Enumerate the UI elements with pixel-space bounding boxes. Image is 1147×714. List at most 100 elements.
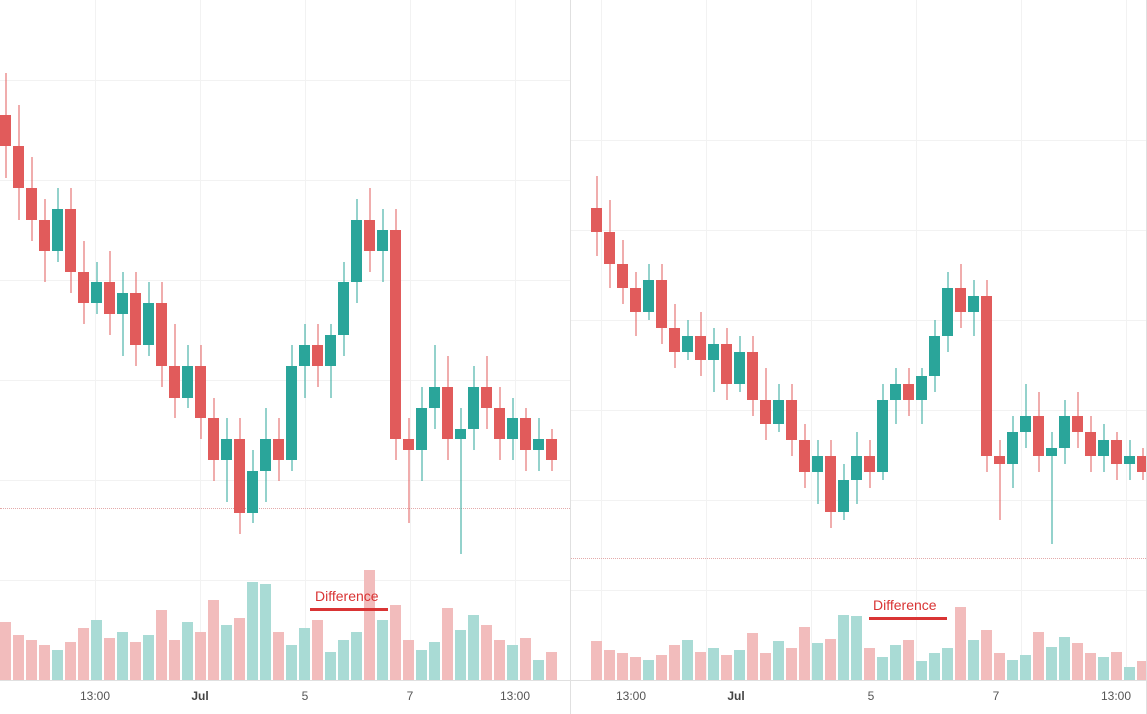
grid-line-vertical xyxy=(410,0,411,680)
candlestick xyxy=(169,324,180,418)
volume-bar xyxy=(546,652,557,680)
candlestick xyxy=(234,418,245,533)
grid-line-horizontal xyxy=(571,590,1146,591)
plot-area-left[interactable]: Difference xyxy=(0,0,570,680)
candlestick xyxy=(416,387,427,481)
grid-line-vertical xyxy=(706,0,707,680)
volume-bar xyxy=(942,648,953,680)
candlestick xyxy=(117,272,128,356)
volume-bar xyxy=(617,653,628,680)
volume-bar xyxy=(13,635,24,680)
volume-bar xyxy=(117,632,128,680)
volume-bar xyxy=(825,639,836,680)
candlestick xyxy=(591,176,602,256)
volume-bar xyxy=(786,648,797,680)
candlestick xyxy=(981,280,992,472)
candlestick xyxy=(747,336,758,416)
volume-bar xyxy=(916,661,927,680)
grid-line-vertical xyxy=(1126,0,1127,680)
volume-bar xyxy=(169,640,180,680)
volume-bar xyxy=(955,607,966,680)
volume-bar xyxy=(929,653,940,680)
x-axis-left: 13:00Jul5713:00 xyxy=(0,680,570,714)
candlestick xyxy=(838,464,849,520)
candlestick xyxy=(13,105,24,220)
x-axis-label: 7 xyxy=(407,689,414,703)
volume-bar xyxy=(26,640,37,680)
candlestick xyxy=(351,199,362,304)
volume-bar xyxy=(130,642,141,680)
candlestick xyxy=(286,345,297,471)
candlestick xyxy=(104,251,115,335)
volume-bar xyxy=(338,640,349,680)
volume-bar xyxy=(760,653,771,680)
chart-panel-left[interactable]: Difference 13:00Jul5713:00 xyxy=(0,0,571,714)
candlestick xyxy=(1124,440,1135,480)
grid-line-horizontal xyxy=(0,180,570,181)
candlestick xyxy=(1072,392,1083,448)
candlestick xyxy=(468,366,479,450)
candlestick xyxy=(52,188,63,261)
volume-bar xyxy=(403,640,414,680)
price-reference-line xyxy=(0,508,570,509)
volume-bar xyxy=(851,616,862,680)
candlestick xyxy=(929,320,940,392)
candlestick xyxy=(812,440,823,504)
grid-line-horizontal xyxy=(0,480,570,481)
price-reference-line xyxy=(571,558,1146,559)
candlestick xyxy=(247,450,258,523)
candlestick xyxy=(760,368,771,440)
volume-bar xyxy=(1033,632,1044,680)
candlestick xyxy=(364,188,375,272)
candlestick xyxy=(143,282,154,355)
candlestick xyxy=(299,324,310,397)
candlestick xyxy=(968,280,979,336)
candlestick xyxy=(877,384,888,480)
candlestick xyxy=(825,440,836,528)
candlestick xyxy=(669,304,680,368)
candlestick xyxy=(78,241,89,325)
candlestick xyxy=(1033,392,1044,472)
candlestick xyxy=(65,188,76,293)
volume-bar xyxy=(455,630,466,680)
candlestick xyxy=(786,384,797,456)
x-axis-label: Jul xyxy=(191,689,208,703)
volume-bar xyxy=(604,650,615,680)
volume-bar xyxy=(643,660,654,680)
volume-bar xyxy=(812,643,823,680)
plot-area-right[interactable]: Difference xyxy=(571,0,1146,680)
volume-bar xyxy=(838,615,849,680)
volume-bar xyxy=(208,600,219,680)
volume-bar xyxy=(630,657,641,680)
x-axis-label: 13:00 xyxy=(80,689,110,703)
candlestick xyxy=(273,418,284,481)
candlestick xyxy=(260,408,271,502)
grid-line-horizontal xyxy=(571,140,1146,141)
candlestick xyxy=(1020,384,1031,448)
volume-bar xyxy=(468,615,479,680)
volume-bar xyxy=(591,641,602,680)
volume-bar xyxy=(247,582,258,680)
volume-bar xyxy=(156,610,167,680)
volume-bar xyxy=(273,632,284,680)
volume-bar xyxy=(377,620,388,680)
candlestick xyxy=(851,432,862,504)
volume-bar xyxy=(903,640,914,680)
volume-bar xyxy=(182,622,193,680)
candlestick xyxy=(182,345,193,408)
volume-bar xyxy=(695,652,706,680)
candlestick xyxy=(604,200,615,288)
candlestick xyxy=(429,345,440,429)
x-axis-label: 7 xyxy=(993,689,1000,703)
volume-bar xyxy=(890,645,901,680)
candlestick xyxy=(890,368,901,424)
volume-bar xyxy=(195,632,206,680)
candlestick xyxy=(507,398,518,461)
volume-bar xyxy=(747,633,758,680)
chart-panel-right[interactable]: Difference 13:00Jul5713:00 xyxy=(571,0,1147,714)
grid-line-vertical xyxy=(200,0,201,680)
candlestick xyxy=(221,418,232,502)
candlestick xyxy=(390,209,401,460)
candlestick xyxy=(864,440,875,488)
candlestick xyxy=(903,368,914,416)
